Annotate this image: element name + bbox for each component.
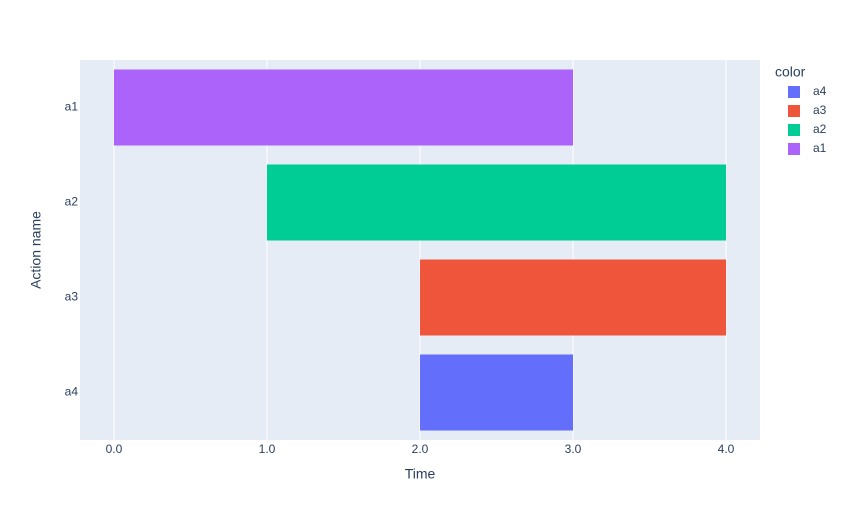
y-tick-label: a1 [65, 100, 79, 114]
x-tick-label: 1.0 [259, 442, 276, 456]
bar [266, 164, 727, 241]
y-axis-title: Action name [28, 211, 44, 289]
bar [113, 69, 574, 146]
legend-label: a4 [813, 84, 827, 98]
x-tick-label: 2.0 [412, 442, 429, 456]
y-tick-label: a3 [65, 290, 79, 304]
x-tick-label: 4.0 [718, 442, 735, 456]
legend-swatch [788, 143, 800, 155]
bar [420, 354, 574, 431]
bar [420, 259, 727, 336]
legend-swatch [788, 105, 800, 117]
x-axis-title: Time [405, 466, 436, 482]
x-tick-label: 3.0 [565, 442, 582, 456]
legend-title: color [775, 64, 806, 80]
y-tick-label: a2 [65, 195, 79, 209]
legend-label: a2 [813, 122, 827, 136]
legend-label: a1 [813, 141, 827, 155]
legend-swatch [788, 86, 800, 98]
x-tick-label: 0.0 [106, 442, 123, 456]
legend-label: a3 [813, 103, 827, 117]
legend-swatch [788, 124, 800, 136]
y-tick-label: a4 [65, 385, 79, 399]
